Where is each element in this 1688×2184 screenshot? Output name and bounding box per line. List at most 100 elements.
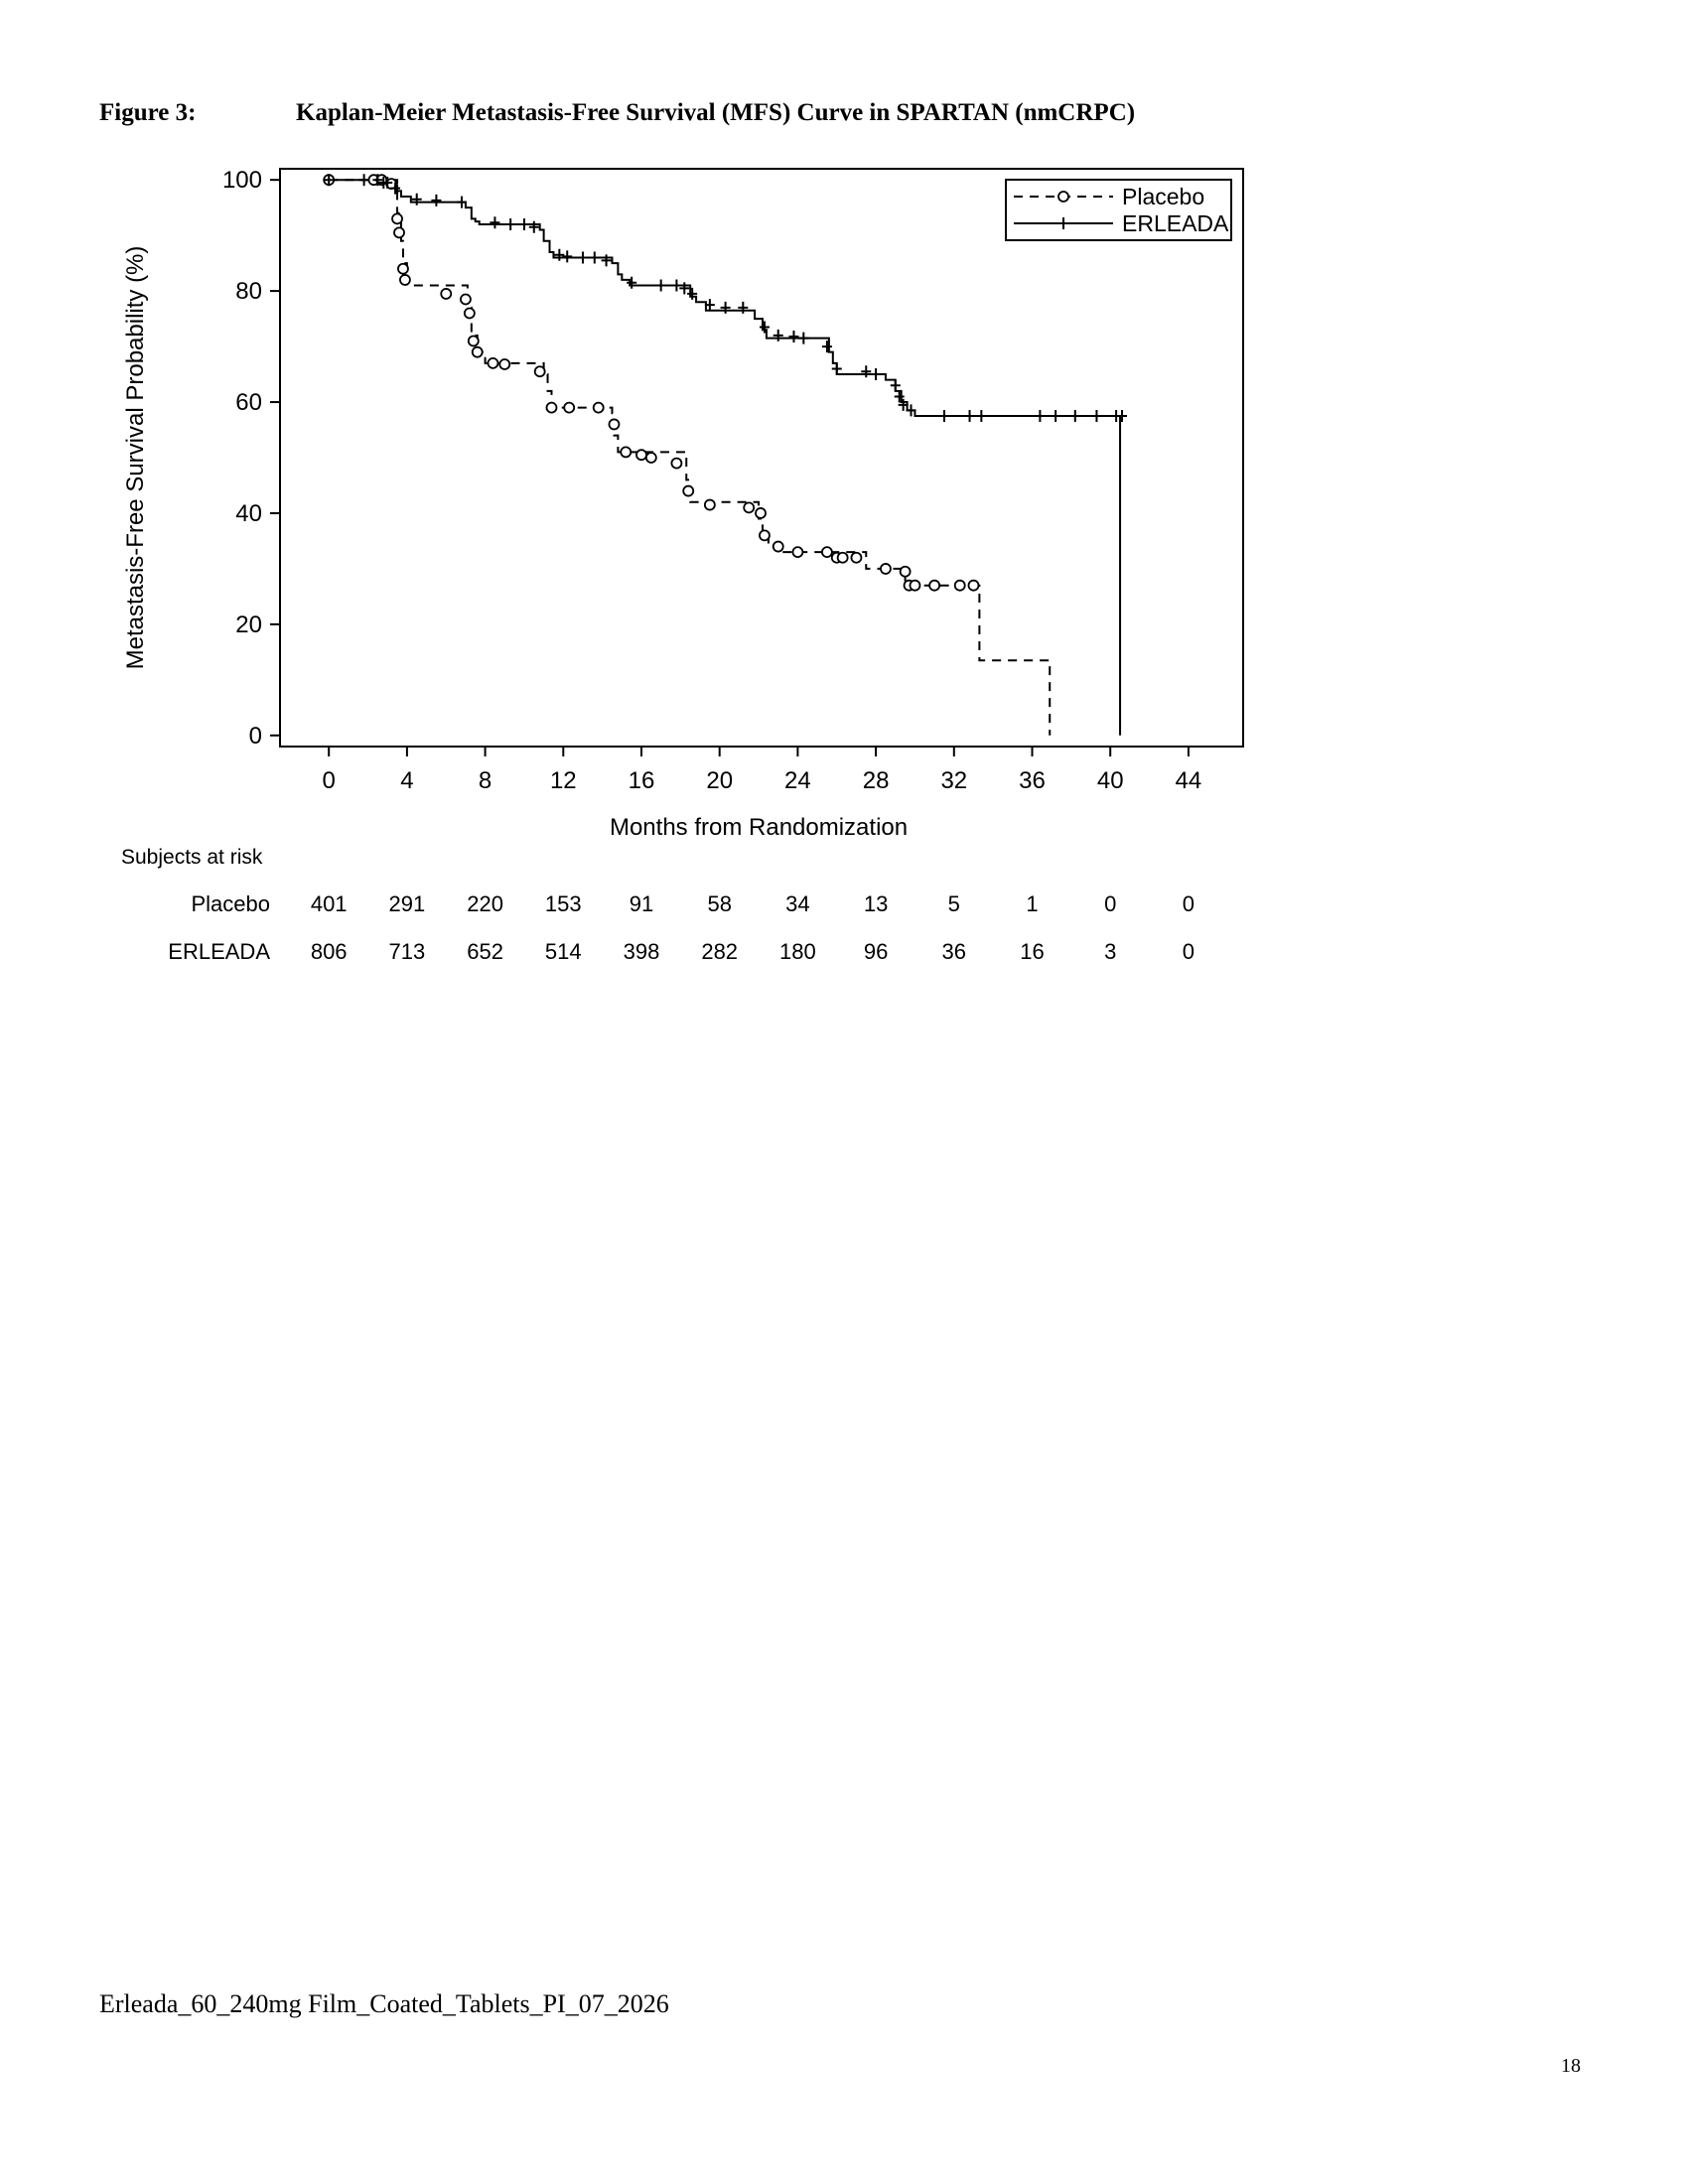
risk-count: 514 [545, 939, 582, 964]
legend-box [1005, 179, 1232, 241]
censor-mark-erleada [831, 362, 842, 375]
risk-count: 282 [701, 939, 738, 964]
censor-mark-erleada [976, 410, 987, 423]
y-tick-label: 20 [235, 612, 262, 638]
y-tick-label: 80 [235, 278, 262, 305]
censor-mark-placebo [498, 358, 511, 370]
risk-count: 91 [630, 891, 653, 916]
censor-mark-placebo [533, 365, 546, 378]
censor-mark-placebo [755, 507, 767, 519]
x-tick-label: 16 [629, 767, 655, 794]
censor-mark-placebo [953, 579, 966, 592]
plot-frame [279, 168, 1244, 748]
censor-mark-placebo [467, 335, 480, 347]
x-tick-label: 0 [323, 767, 336, 794]
censor-mark-erleada [554, 248, 565, 261]
risk-count: 220 [467, 891, 503, 916]
risk-count: 5 [948, 891, 960, 916]
risk-count: 34 [785, 891, 809, 916]
figure-label: Figure 3: [99, 99, 197, 126]
x-tick-label: 24 [784, 767, 811, 794]
risk-count: 153 [545, 891, 582, 916]
censor-mark-placebo [644, 452, 657, 464]
x-tick-label: 40 [1097, 767, 1124, 794]
x-tick-label: 44 [1176, 767, 1202, 794]
censor-mark-placebo [487, 356, 499, 369]
censor-mark-placebo [791, 546, 804, 559]
censor-mark-placebo [899, 565, 912, 578]
censor-mark-erleada [759, 321, 770, 334]
censor-mark-placebo [928, 579, 941, 592]
censor-mark-placebo [397, 262, 409, 275]
risk-count: 13 [864, 891, 888, 916]
censor-mark-placebo [393, 226, 405, 239]
risk-row-label: ERLEADA [168, 939, 270, 964]
censor-mark-erleada [687, 287, 698, 300]
censor-mark-erleada [821, 341, 832, 353]
legend-entry-erleada: ERLEADA [1122, 210, 1229, 236]
risk-count: 16 [1020, 939, 1044, 964]
censor-mark-placebo [471, 345, 484, 358]
censor-mark-placebo [703, 498, 716, 511]
x-tick-label: 20 [706, 767, 733, 794]
risk-count: 58 [707, 891, 731, 916]
risk-count: 291 [389, 891, 426, 916]
risk-row-label: Placebo [191, 891, 270, 916]
risk-count: 652 [467, 939, 503, 964]
censor-mark-placebo [880, 563, 892, 575]
x-tick-label: 12 [550, 767, 577, 794]
censor-mark-erleada [679, 282, 690, 295]
censor-mark-erleada [601, 254, 612, 267]
censor-mark-erleada [871, 368, 882, 381]
risk-count: 1 [1026, 891, 1038, 916]
censor-mark-erleada [890, 379, 901, 392]
censor-mark-erleada [390, 182, 401, 195]
censor-mark-erleada [577, 251, 588, 264]
legend-entry-placebo: Placebo [1122, 184, 1204, 209]
censor-mark-placebo [759, 529, 771, 542]
censor-mark-erleada [906, 404, 916, 417]
censor-mark-placebo [399, 274, 411, 286]
censor-mark-placebo [460, 293, 472, 306]
censor-mark-erleada [627, 276, 637, 289]
censor-mark-erleada [528, 220, 539, 233]
curve-erleada [329, 179, 1122, 736]
censor-mark-placebo [682, 484, 695, 497]
censor-mark-erleada [1069, 410, 1080, 423]
risk-count: 806 [311, 939, 348, 964]
x-axis-label: Months from Randomization [610, 814, 908, 841]
censor-mark-erleada [798, 332, 809, 344]
censor-mark-placebo [772, 540, 784, 553]
document-footer: Erleada_60_240mg Film_Coated_Tablets_PI_… [99, 1989, 669, 2018]
censor-mark-erleada [1035, 410, 1046, 423]
x-tick-label: 8 [479, 767, 492, 794]
page-number: 18 [1561, 2055, 1581, 2077]
censor-mark-placebo [620, 446, 633, 459]
censor-mark-placebo [850, 551, 863, 564]
censor-mark-erleada [861, 365, 872, 378]
censor-mark-placebo [608, 418, 621, 431]
censor-mark-erleada [431, 194, 442, 206]
censor-mark-erleada [589, 251, 600, 264]
censor-mark-erleada [411, 193, 422, 205]
risk-count: 0 [1183, 891, 1195, 916]
censor-mark-erleada [964, 410, 975, 423]
censor-mark-erleada [1091, 410, 1102, 423]
censor-mark-erleada [655, 279, 666, 292]
censor-mark-erleada [518, 217, 529, 230]
x-tick-label: 32 [940, 767, 967, 794]
risk-count: 36 [942, 939, 966, 964]
risk-count: 0 [1104, 891, 1116, 916]
censor-mark-erleada [562, 250, 573, 263]
censor-mark-placebo [563, 401, 576, 414]
risk-count: 398 [624, 939, 660, 964]
censor-mark-erleada [358, 174, 369, 187]
censor-mark-placebo [836, 551, 849, 564]
censor-mark-erleada [898, 398, 909, 411]
figure-title: Kaplan-Meier Metastasis-Free Survival (M… [296, 99, 1136, 126]
y-tick-label: 100 [222, 167, 262, 194]
censor-mark-placebo [592, 401, 605, 414]
censor-mark-placebo [743, 501, 756, 514]
censor-mark-placebo [670, 457, 683, 470]
censor-mark-erleada [372, 174, 383, 187]
